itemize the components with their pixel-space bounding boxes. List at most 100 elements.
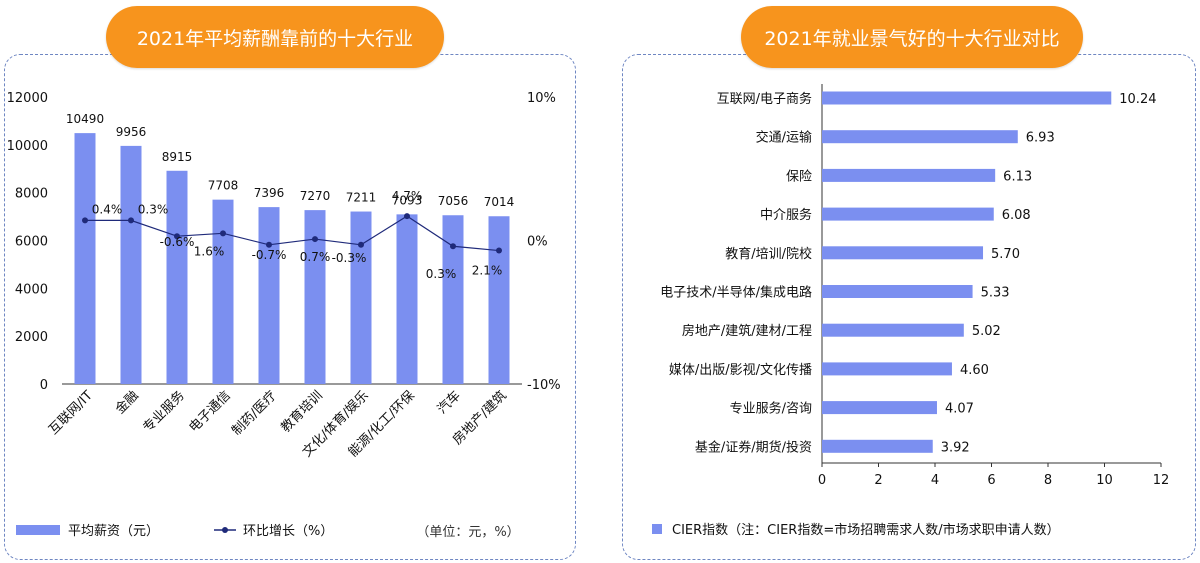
x-category-label: 教育培训 [278, 388, 326, 436]
y-right-tick-label: 10% [527, 91, 556, 106]
growth-point-label: 1.6% [194, 244, 225, 258]
y-category-label: 媒体/出版/影视/文化传播 [669, 363, 812, 378]
salary-bar-label: 7270 [300, 189, 331, 203]
cier-chart: 0 2 4 6 8 10 12 10.24 互联网/电子商务 6.93 交通/运输 6.13 保险 6.0… [652, 84, 1169, 538]
x-category-label: 电子通信 [186, 388, 233, 435]
cier-bar-label: 5.70 [991, 247, 1020, 262]
y-category-label: 房地产/建筑/建材/工程 [682, 323, 812, 339]
y-left-tick-label: 2000 [15, 330, 48, 345]
cier-bar [822, 168, 996, 182]
x-category-label: 专业服务 [140, 388, 188, 436]
y-left-tick-label: 10000 [7, 139, 48, 154]
salary-bar-label: 8915 [162, 150, 193, 164]
y-category-label: 保险 [786, 169, 812, 184]
cier-bar-label: 6.93 [1026, 131, 1055, 146]
salary-bar [120, 145, 142, 384]
growth-line [85, 215, 500, 252]
cier-bar-label: 6.08 [1002, 208, 1031, 223]
legend-line-label: 环比增长（%） [243, 524, 333, 539]
growth-point-label: -0.7% [252, 248, 287, 262]
salary-bar-label: 7014 [484, 195, 515, 209]
x-category-label: 金融 [112, 388, 142, 418]
right-chart-title: 2021年就业景气好的十大行业对比 [741, 6, 1083, 68]
legend-bar-label: 平均薪资（元） [68, 524, 159, 539]
growth-point [358, 241, 364, 248]
growth-point-label: 4.7% [392, 189, 423, 203]
cier-bar [822, 323, 964, 337]
growth-point-label: 0.3% [426, 267, 457, 281]
cier-bar [822, 285, 973, 298]
growth-point-label: 0.4% [92, 202, 123, 216]
salary-bar [442, 215, 464, 384]
salary-bar-label: 7396 [254, 186, 285, 200]
y-left-tick-label: 6000 [15, 235, 48, 250]
salary-bar [396, 214, 418, 384]
legend-bar-swatch [652, 524, 662, 534]
x-tick-label: 6 [987, 473, 995, 488]
salary-bar [258, 207, 280, 384]
cier-bar [822, 207, 994, 221]
y-category-label: 电子技术/半导体/集成电路 [660, 285, 812, 301]
cier-bar-label: 5.02 [972, 324, 1001, 339]
salary-bar [488, 216, 510, 384]
y-right-tick-label: -10% [527, 378, 561, 393]
growth-point [266, 241, 272, 248]
salary-bar [74, 133, 96, 384]
growth-point [404, 213, 410, 220]
x-tick-label: 8 [1044, 473, 1052, 488]
growth-point [82, 217, 88, 224]
cier-bar-label: 5.33 [981, 286, 1010, 301]
salary-bar [350, 211, 372, 384]
x-category-label: 汽车 [434, 388, 464, 418]
growth-point [174, 233, 180, 240]
y-category-label: 互联网/电子商务 [717, 91, 812, 107]
growth-point [450, 243, 456, 250]
cier-bar-label: 6.13 [1003, 169, 1032, 184]
salary-bar-label: 7093 [392, 193, 423, 207]
cier-bar-label: 4.07 [945, 402, 974, 417]
growth-point-label: -0.6% [160, 235, 195, 249]
y-category-label: 中介服务 [760, 207, 812, 223]
y-category-label: 基金/证券/期货/投资 [695, 439, 812, 455]
growth-point-label: 0.7% [300, 250, 331, 264]
cier-bar [822, 401, 937, 415]
growth-point [128, 217, 134, 224]
x-tick-label: 2 [874, 473, 882, 488]
y-category-label: 教育/培训/院校 [725, 246, 812, 262]
legend-label: CIER指数（注：CIER指数=市场招聘需求人数/市场求职申请人数） [672, 522, 1060, 538]
cier-bar [822, 246, 984, 260]
x-tick-label: 0 [818, 473, 826, 488]
y-right-tick-label: 0% [527, 235, 548, 250]
growth-point-label: 0.3% [138, 202, 169, 216]
growth-point [312, 236, 318, 243]
x-category-label: 互联网/IT [46, 388, 96, 438]
x-category-label: 制药/医疗 [229, 388, 279, 438]
y-left-tick-label: 8000 [15, 187, 48, 202]
y-category-label: 专业服务/咨询 [730, 401, 812, 417]
legend-bar-swatch [16, 525, 60, 535]
cier-bar [822, 91, 1112, 105]
growth-point-label: 2.1% [472, 264, 503, 278]
growth-point [496, 247, 502, 254]
cier-bar-label: 4.60 [960, 363, 989, 378]
y-left-tick-label: 4000 [15, 282, 48, 297]
growth-point [220, 230, 226, 237]
cier-bar-label: 10.24 [1119, 92, 1156, 107]
y-category-label: 交通/运输 [756, 130, 812, 146]
unit-note: （单位：元，%） [416, 525, 519, 540]
salary-bar-label: 9956 [116, 125, 147, 139]
x-tick-label: 4 [931, 473, 939, 488]
x-tick-label: 12 [1153, 473, 1170, 488]
salary-bar [304, 210, 326, 384]
growth-point-label: -0.3% [332, 251, 367, 265]
salary-chart: 0 2000 4000 6000 8000 10000 12000 -10% 0% 10% 1049… [7, 91, 561, 539]
salary-bar-label: 7056 [438, 194, 469, 208]
legend-line-marker [222, 527, 228, 533]
salary-bar-label: 7708 [208, 179, 239, 193]
cier-bar [822, 130, 1018, 144]
salary-bar-label: 7211 [346, 191, 377, 205]
salary-bar-label: 10490 [66, 112, 104, 126]
y-left-tick-label: 0 [40, 378, 48, 393]
cier-bar-label: 3.92 [941, 440, 970, 455]
